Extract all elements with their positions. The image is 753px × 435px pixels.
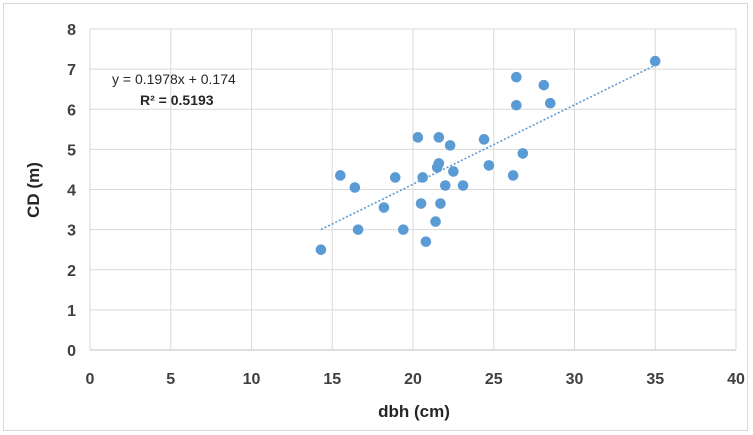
y-tick-label: 1	[67, 303, 76, 320]
data-point	[349, 182, 361, 193]
data-point	[544, 97, 556, 109]
data-point	[511, 99, 522, 111]
data-point	[315, 244, 327, 255]
trendline-equation: y = 0.1978x + 0.174	[112, 71, 236, 87]
data-point	[444, 140, 456, 151]
data-point	[440, 180, 451, 191]
x-tick-label: 40	[727, 371, 745, 388]
data-point	[507, 170, 519, 181]
y-axis-title: CD (m)	[24, 162, 43, 218]
gridlines	[89, 28, 737, 351]
data-points	[315, 55, 661, 255]
data-point	[378, 202, 390, 213]
y-tick-label: 8	[67, 22, 76, 39]
x-axis-title: dbh (cm)	[378, 402, 450, 421]
data-point	[352, 224, 364, 235]
tick-labels: 0 1 2 3 4 5 6 7 8 0 5 10 15 20 25 30 35 40	[67, 22, 745, 388]
chart-frame: 0 1 2 3 4 5 6 7 8 0 5 10 15 20 25 30 35 40 y = 0.1978x + …	[3, 3, 748, 431]
data-point	[335, 170, 346, 181]
data-point	[649, 55, 661, 67]
data-point	[517, 148, 529, 159]
data-point	[435, 198, 446, 209]
x-tick-label: 30	[566, 371, 584, 388]
y-tick-label: 3	[67, 223, 76, 240]
data-point	[448, 166, 459, 177]
data-point	[417, 172, 428, 183]
scatter-chart: 0 1 2 3 4 5 6 7 8 0 5 10 15 20 25 30 35 40 y = 0.1978x + …	[24, 22, 745, 421]
data-point	[433, 132, 445, 143]
y-tick-label: 7	[67, 62, 76, 79]
data-point	[398, 224, 409, 235]
x-tick-label: 20	[404, 371, 422, 388]
data-point	[430, 216, 441, 227]
r-squared-label: R² = 0.5193	[140, 92, 214, 108]
data-point	[478, 134, 490, 145]
y-tick-label: 6	[67, 102, 76, 119]
data-point	[412, 132, 424, 143]
y-tick-label: 5	[67, 142, 76, 159]
y-tick-label: 2	[67, 263, 76, 280]
trendline	[320, 64, 656, 231]
data-point	[389, 172, 401, 183]
x-tick-label: 15	[323, 371, 341, 388]
data-point	[511, 71, 522, 83]
data-point	[538, 79, 550, 91]
data-point	[457, 180, 469, 191]
data-point	[483, 160, 495, 171]
x-tick-label: 0	[86, 371, 95, 388]
x-tick-label: 35	[646, 371, 664, 388]
data-point	[420, 236, 432, 247]
y-tick-label: 0	[67, 343, 76, 360]
x-tick-label: 25	[485, 371, 503, 388]
y-tick-label: 4	[67, 183, 76, 200]
x-tick-label: 10	[243, 371, 261, 388]
data-point	[415, 198, 427, 209]
x-tick-label: 5	[166, 371, 175, 388]
data-point	[433, 158, 445, 169]
